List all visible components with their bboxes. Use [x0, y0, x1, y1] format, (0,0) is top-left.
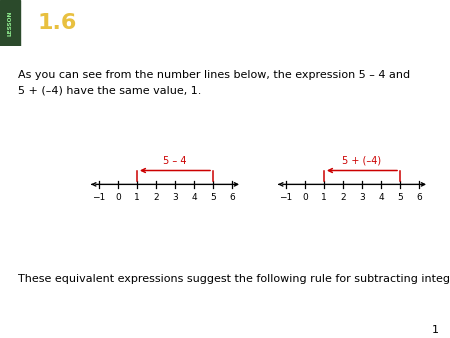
Bar	[0, 0, 20, 46]
Text: 1.6: 1.6	[38, 13, 77, 33]
Text: 2: 2	[153, 193, 159, 202]
Text: 4: 4	[191, 193, 197, 202]
Text: 6: 6	[416, 193, 422, 202]
Text: −1: −1	[279, 193, 292, 202]
Text: Subtracting Integers: Subtracting Integers	[80, 14, 290, 32]
Text: 4: 4	[378, 193, 384, 202]
Text: 5: 5	[397, 193, 403, 202]
Text: 1: 1	[321, 193, 327, 202]
Text: LESSON: LESSON	[8, 10, 13, 35]
Text: 3: 3	[359, 193, 365, 202]
Text: 1: 1	[134, 193, 140, 202]
Text: 5: 5	[210, 193, 216, 202]
Text: −1: −1	[92, 193, 106, 202]
Text: These equivalent expressions suggest the following rule for subtracting integers: These equivalent expressions suggest the…	[18, 273, 450, 284]
Text: 0: 0	[115, 193, 121, 202]
Text: 0: 0	[302, 193, 308, 202]
Text: 1: 1	[432, 325, 438, 335]
Text: 5 – 4: 5 – 4	[163, 155, 187, 166]
Text: 5 + (–4) have the same value, 1.: 5 + (–4) have the same value, 1.	[18, 85, 202, 95]
Text: As you can see from the number lines below, the expression 5 – 4 and: As you can see from the number lines bel…	[18, 70, 410, 80]
Text: 2: 2	[340, 193, 346, 202]
Text: 5 + (–4): 5 + (–4)	[342, 155, 382, 166]
Text: 6: 6	[229, 193, 235, 202]
Text: 3: 3	[172, 193, 178, 202]
